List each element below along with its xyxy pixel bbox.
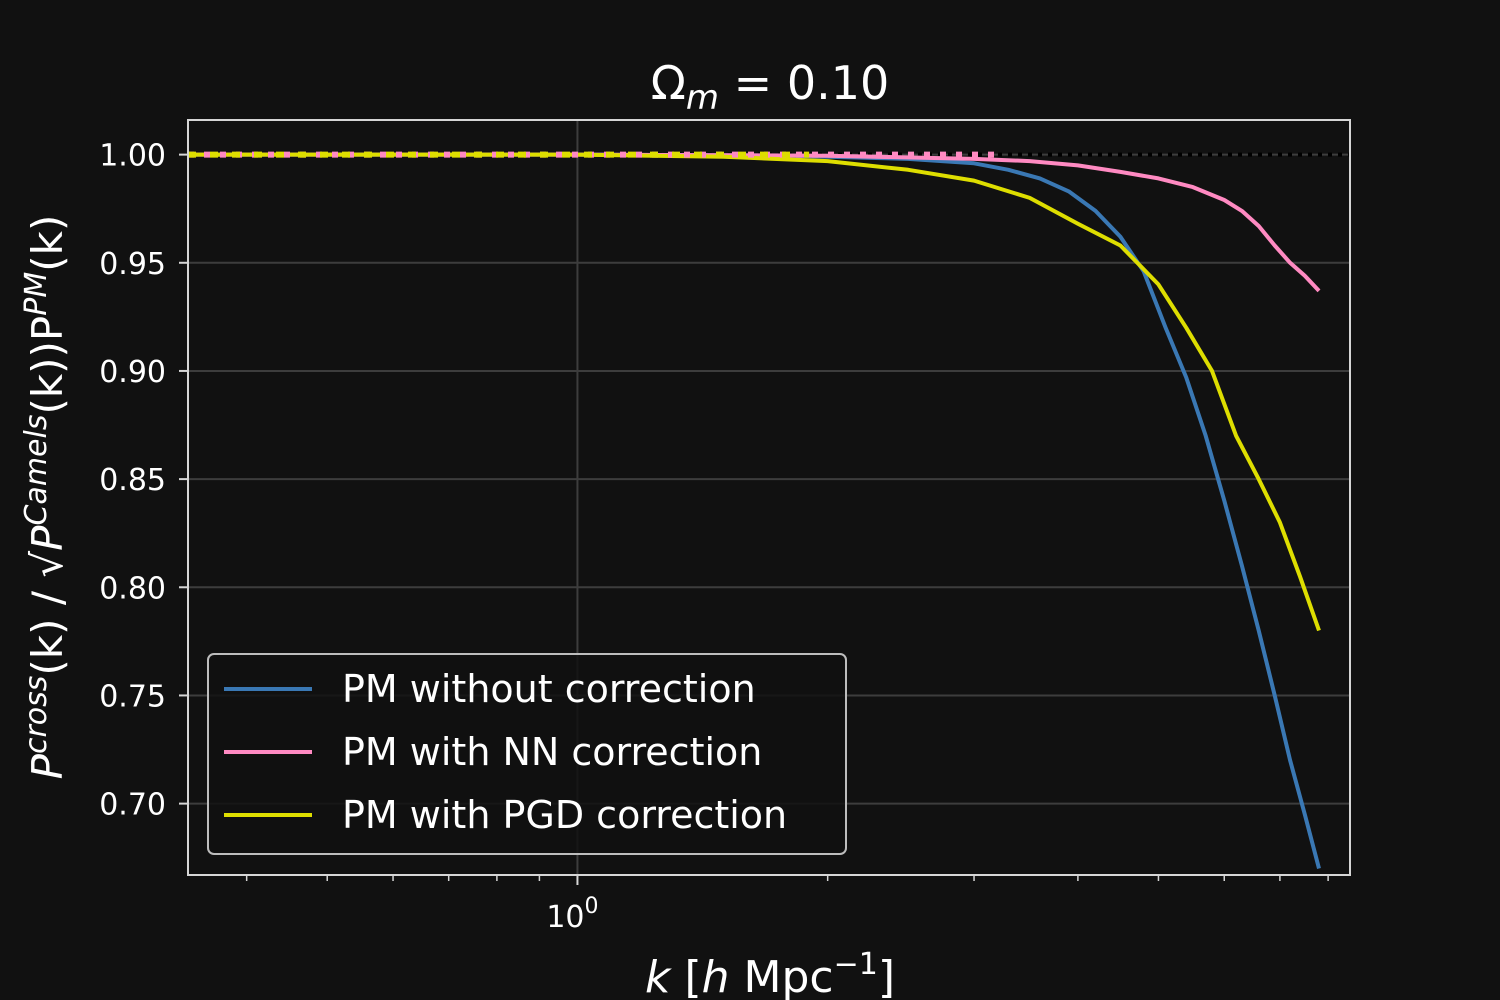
legend-box xyxy=(207,653,847,855)
y-tick-label: 1.00 xyxy=(99,139,166,174)
series-line-2 xyxy=(188,152,1321,293)
legend-label-3: PM with PGD correction xyxy=(342,793,787,837)
x-axis-ticks: 100 xyxy=(245,875,1329,935)
series-line-3 xyxy=(188,152,1321,632)
y-tick-label: 0.85 xyxy=(99,463,166,498)
y-axis-ticks: 0.70 0.75 0.80 0.85 0.90 0.95 1.00 xyxy=(99,139,188,823)
y-tick-label: 0.70 xyxy=(99,788,166,823)
y-tick-label: 0.90 xyxy=(99,355,166,390)
y-tick-label: 0.80 xyxy=(99,571,166,606)
y-tick-label: 0.95 xyxy=(99,247,166,282)
y-axis-label: Pcross(k) / √PCamels(k))PPM(k) xyxy=(19,215,72,780)
x-tick-label: 100 xyxy=(546,894,598,935)
legend-label-1: PM without correction xyxy=(342,667,756,711)
y-tick-label: 0.75 xyxy=(99,679,166,714)
plot-frame xyxy=(187,119,1351,876)
series-layer xyxy=(188,151,1321,870)
legend-items: PM without correction PM with NN correcti… xyxy=(224,667,787,837)
chart-title: Ωm = 0.10 xyxy=(651,56,890,118)
legend: PM without correction PM with NN correcti… xyxy=(207,653,847,855)
x-axis-label: k [h Mpc−1] xyxy=(645,947,895,1000)
legend-label-2: PM with NN correction xyxy=(342,730,762,774)
